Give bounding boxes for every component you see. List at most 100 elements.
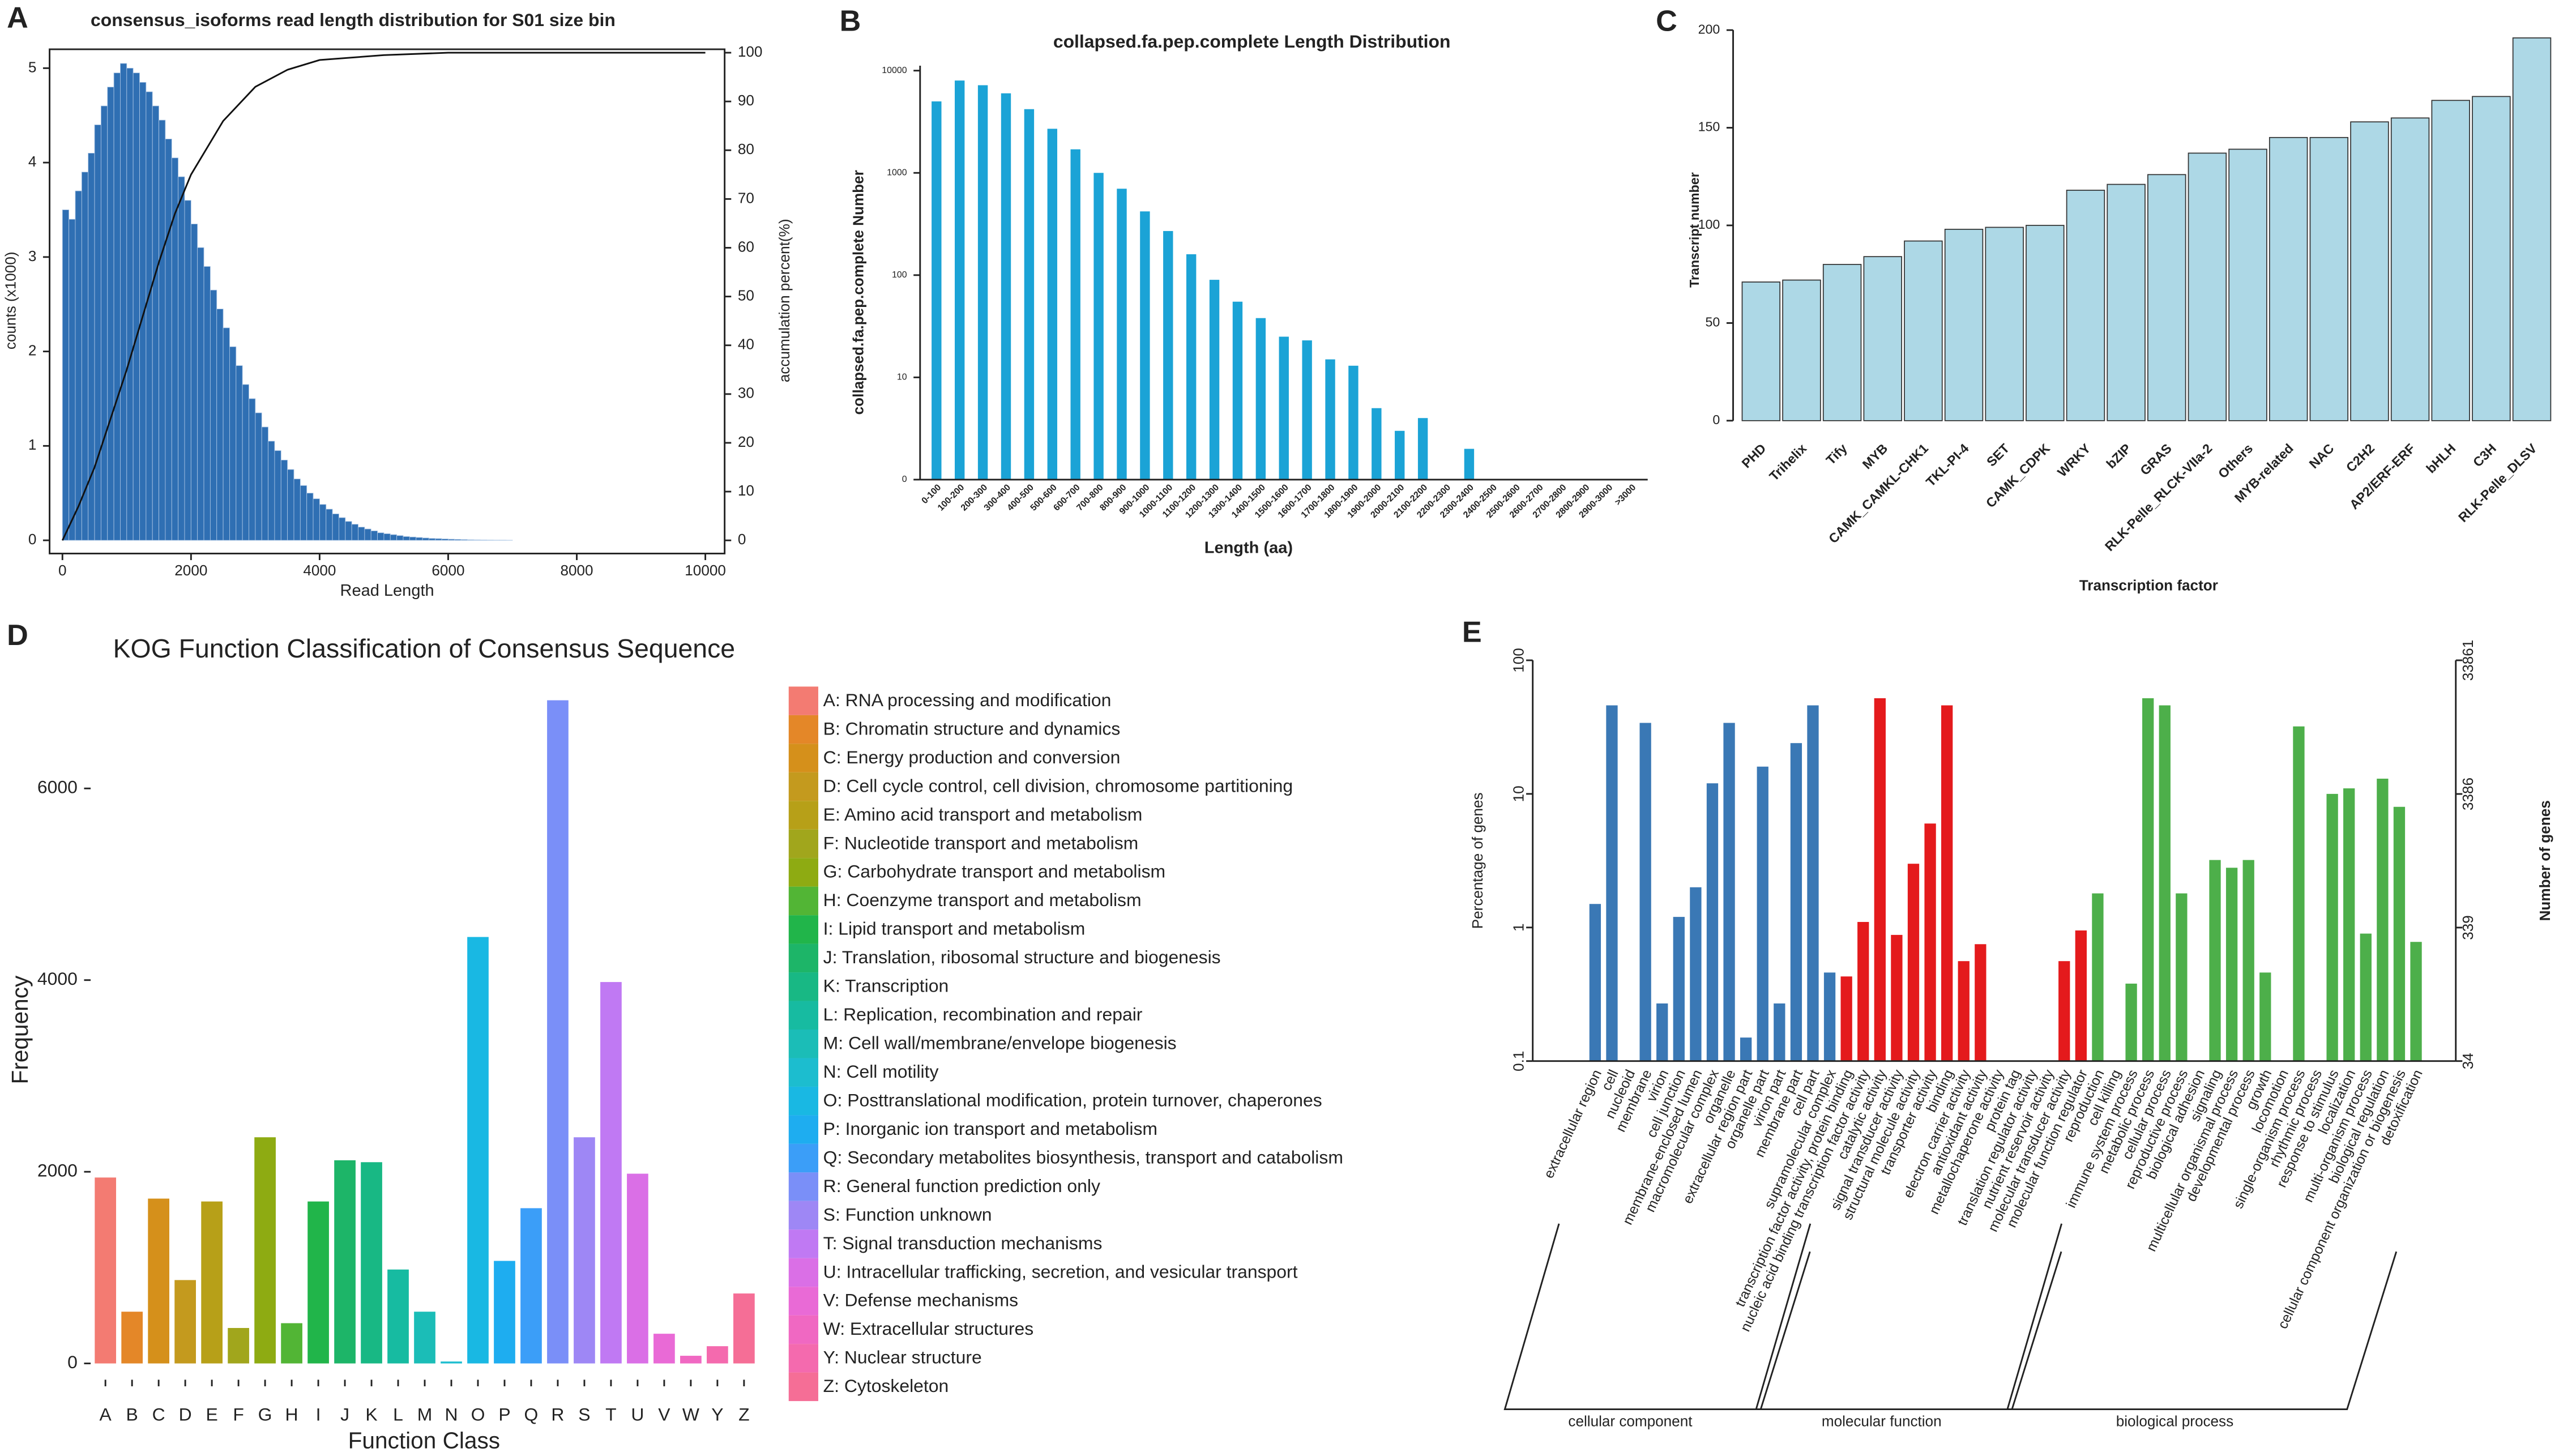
x-tick-label: 10000 bbox=[685, 562, 726, 579]
y2-axis-title: accumulation percent(%) bbox=[776, 219, 793, 382]
histogram-bar bbox=[345, 521, 352, 541]
histogram-bar bbox=[69, 219, 76, 541]
bar bbox=[1348, 365, 1359, 480]
bar bbox=[2393, 806, 2406, 1061]
histogram-bar bbox=[313, 498, 320, 541]
legend-swatch bbox=[788, 1315, 818, 1344]
bar bbox=[1606, 705, 1618, 1061]
histogram-bar bbox=[319, 504, 327, 541]
x-tick-label: MYB bbox=[1860, 441, 1891, 472]
bar bbox=[1656, 1003, 1668, 1061]
histogram-bar bbox=[223, 327, 230, 541]
legend-label: Z: Cytoskeleton bbox=[823, 1376, 949, 1396]
histogram-bar bbox=[383, 533, 391, 541]
x-tick-label: P bbox=[498, 1404, 510, 1425]
histogram-bar bbox=[113, 72, 121, 541]
bar bbox=[2410, 942, 2422, 1061]
y2-tick-label: 70 bbox=[738, 189, 754, 206]
histogram-bar bbox=[377, 532, 385, 541]
legend-label: H: Coenzyme transport and metabolism bbox=[823, 890, 1142, 910]
histogram-bar bbox=[339, 517, 346, 541]
legend-swatch bbox=[788, 1030, 818, 1058]
x-tick-label: T bbox=[605, 1404, 616, 1425]
x-tick-label: W bbox=[682, 1404, 699, 1425]
bar bbox=[2209, 860, 2221, 1061]
histogram-bar bbox=[403, 536, 410, 541]
bar bbox=[2350, 121, 2389, 421]
bar bbox=[174, 1280, 196, 1364]
panel-label: C bbox=[1656, 5, 1677, 37]
histogram-bar bbox=[293, 479, 301, 541]
y-tick-label: 1 bbox=[1510, 924, 1527, 932]
group-bracket bbox=[1503, 1223, 1811, 1411]
y-tick-label: 10 bbox=[897, 373, 907, 382]
legend-swatch bbox=[788, 715, 818, 744]
bar bbox=[334, 1160, 356, 1364]
legend-swatch bbox=[788, 1172, 818, 1201]
bar bbox=[1302, 340, 1312, 480]
y-tick-label: 5 bbox=[28, 58, 37, 75]
legend-label: E: Amino acid transport and metabolism bbox=[823, 804, 1143, 825]
panel-label: E bbox=[1462, 616, 1482, 648]
histogram-bar bbox=[236, 365, 243, 541]
x-tick-label: D bbox=[179, 1404, 192, 1425]
bar bbox=[1093, 173, 1104, 480]
bar bbox=[2242, 860, 2254, 1061]
legend-swatch bbox=[788, 1143, 818, 1173]
legend-swatch bbox=[788, 744, 818, 772]
bar bbox=[1209, 280, 1220, 480]
x-tick-label: Y bbox=[711, 1404, 723, 1425]
x-tick-label: L bbox=[393, 1404, 403, 1425]
y-axis-title: Transcript number bbox=[1687, 172, 1702, 288]
bar bbox=[1070, 149, 1080, 480]
legend-swatch bbox=[788, 1058, 818, 1087]
histogram-bar bbox=[396, 535, 404, 541]
bar bbox=[1985, 227, 2024, 421]
y-tick-label: 10000 bbox=[882, 66, 907, 75]
histogram-bar bbox=[409, 536, 417, 541]
x-axis-title: Read Length bbox=[340, 582, 434, 600]
histogram-bar bbox=[203, 266, 211, 541]
histogram-bar bbox=[486, 540, 494, 541]
bar bbox=[574, 1137, 595, 1364]
y2-tick-label: 90 bbox=[738, 92, 754, 109]
histogram-bar bbox=[390, 534, 398, 541]
bar bbox=[1822, 264, 1862, 421]
legend-swatch bbox=[788, 829, 818, 859]
x-tick-label: S bbox=[578, 1404, 590, 1425]
legend-swatch bbox=[788, 1229, 818, 1258]
histogram-bar bbox=[126, 67, 134, 541]
x-tick-label: Q bbox=[524, 1404, 539, 1425]
bar bbox=[95, 1177, 117, 1364]
x-tick-label: RLK-Pelle_DLSV bbox=[2455, 441, 2540, 525]
bar bbox=[2058, 961, 2070, 1061]
legend-label: O: Posttranslational modification, prote… bbox=[823, 1090, 1322, 1110]
x-tick-label: M bbox=[417, 1404, 433, 1425]
bar bbox=[467, 937, 489, 1364]
x-tick-label: 6000 bbox=[432, 562, 464, 579]
bar bbox=[1325, 359, 1335, 480]
bar bbox=[2390, 117, 2430, 421]
bar bbox=[414, 1312, 435, 1364]
y2-tick-label: 10 bbox=[738, 482, 754, 499]
bar bbox=[441, 1361, 462, 1364]
histogram-bar bbox=[229, 346, 237, 541]
x-axis-title: Function Class bbox=[348, 1427, 500, 1452]
x-tick-label: C bbox=[152, 1404, 165, 1425]
bar bbox=[1001, 93, 1011, 480]
y-tick-label: 2 bbox=[28, 342, 37, 359]
histogram-bar bbox=[287, 469, 294, 541]
bar bbox=[1117, 189, 1127, 480]
legend-label: D: Cell cycle control, cell division, ch… bbox=[823, 775, 1293, 796]
bar bbox=[1782, 279, 1821, 421]
legend-label: U: Intracellular trafficking, secretion,… bbox=[823, 1261, 1298, 1282]
legend-label: G: Carbohydrate transport and metabolism bbox=[823, 861, 1165, 882]
legend-swatch bbox=[788, 1344, 818, 1373]
histogram-bar bbox=[107, 87, 114, 541]
x-axis-title: Length (aa) bbox=[1204, 539, 1293, 557]
legend-swatch bbox=[788, 686, 818, 715]
y-tick-label: 6000 bbox=[37, 777, 78, 797]
plot-frame bbox=[49, 48, 726, 554]
legend-swatch bbox=[788, 972, 818, 1001]
